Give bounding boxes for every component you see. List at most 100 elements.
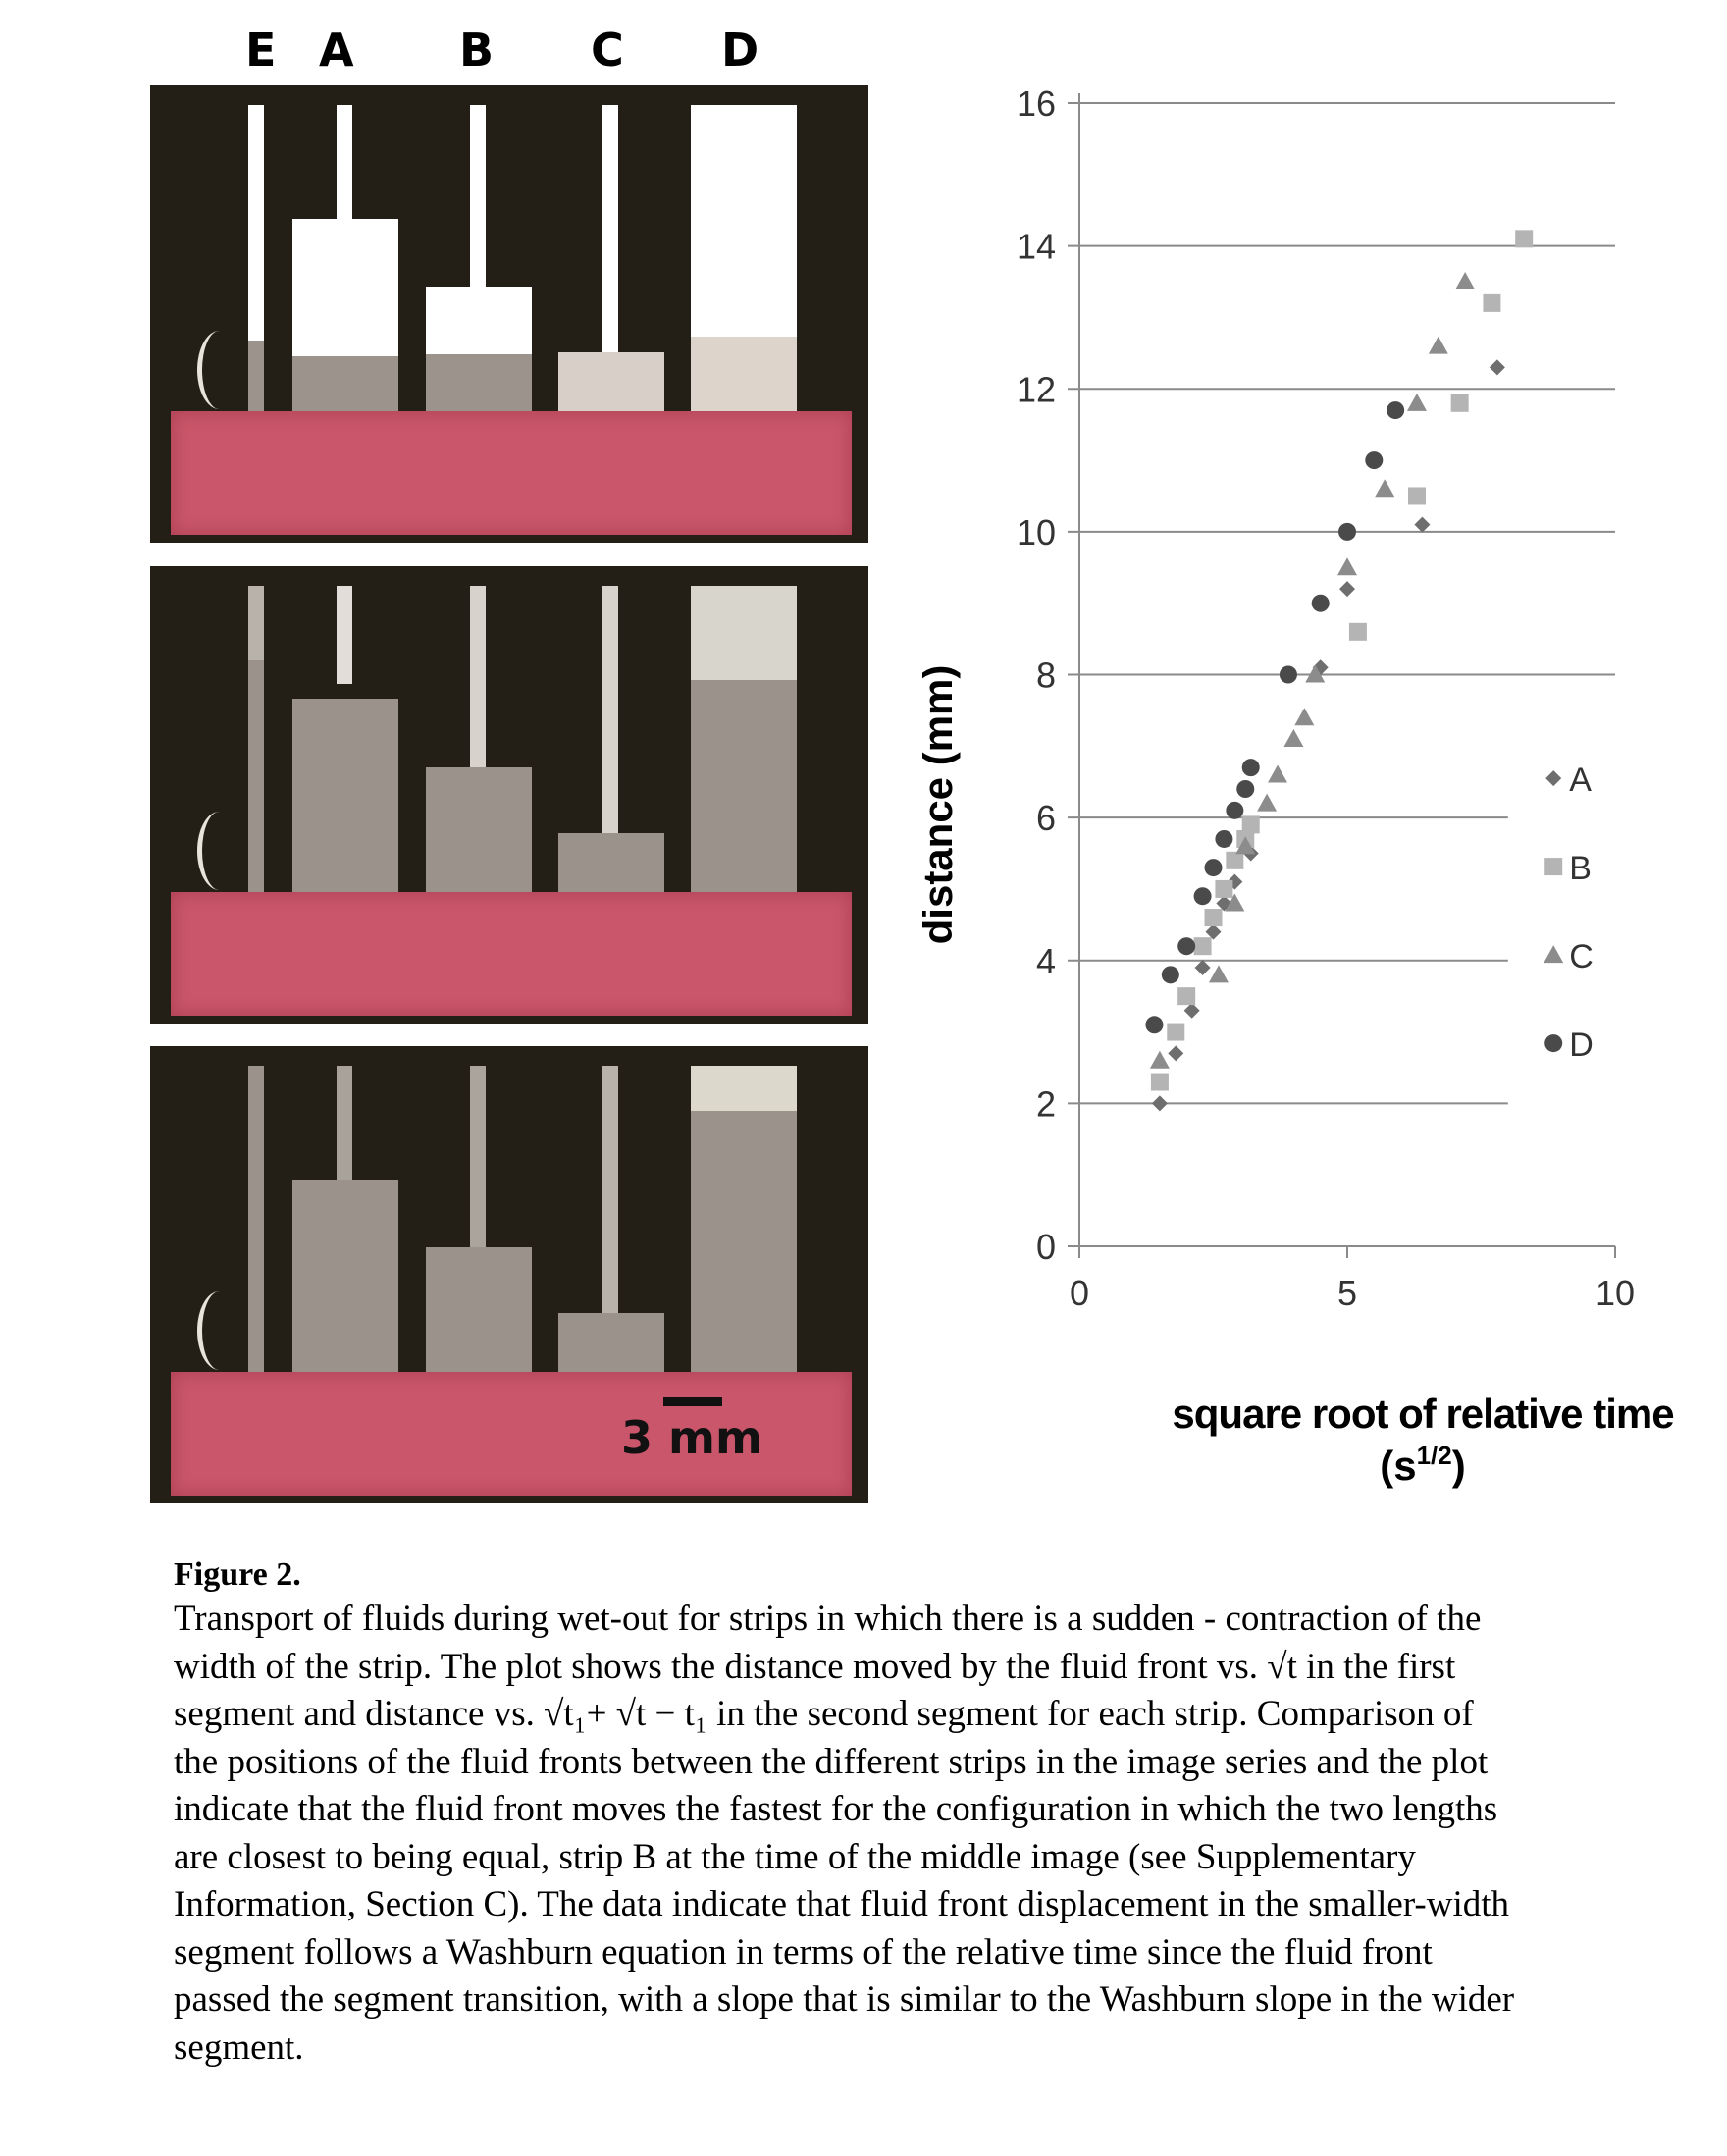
photo-panel-bottom: 3 mm [150, 1046, 868, 1503]
data-point-d [1279, 665, 1297, 684]
strip-label-a: A [319, 24, 354, 77]
data-point-c [1428, 336, 1448, 354]
y-tick-label: 4 [1036, 941, 1056, 981]
data-point-a [1194, 960, 1211, 976]
strip-a [292, 219, 398, 415]
strip-e-edge [197, 812, 241, 890]
strip-e [248, 105, 264, 415]
caption-line: Information, Section C). The data indica… [174, 1884, 1510, 1924]
y-tick-label: 8 [1036, 656, 1056, 696]
y-tick-label: 12 [1017, 369, 1056, 409]
caption-line: segment and distance vs. √t₁+ √t − t₁ in… [174, 1694, 1474, 1734]
data-point-d [1311, 594, 1330, 612]
data-point-a [1205, 923, 1222, 940]
data-point-c [1337, 557, 1357, 576]
x-axis-units-close: ) [1452, 1443, 1466, 1489]
scale-bar-label: 3 mm [621, 1411, 762, 1464]
legend-marker-b [1544, 858, 1563, 876]
data-point-b [1226, 851, 1244, 869]
strip-c [558, 1313, 664, 1376]
data-point-b [1348, 622, 1367, 641]
data-point-b [1450, 394, 1469, 412]
caption-line: indicate that the fluid front moves the … [174, 1789, 1498, 1829]
strip-c-stem [602, 105, 618, 362]
data-point-c [1406, 393, 1427, 411]
x-axis-units: (s1/2) [1380, 1441, 1466, 1489]
data-point-b [1204, 909, 1223, 927]
scatter-chart: 0 2 4 6 8 10 12 14 16 0 5 10 A B C D distance (mm) sq… [922, 83, 1675, 1489]
x-tick-label: 10 [1596, 1273, 1635, 1313]
data-point-c [1268, 764, 1288, 783]
data-point-c [1257, 793, 1278, 812]
data-point-b [1483, 293, 1501, 312]
photo-panel-top [150, 85, 868, 543]
y-tick-label: 6 [1036, 798, 1056, 838]
data-point-c [1208, 965, 1229, 983]
data-point-d [1338, 522, 1356, 541]
data-point-b [1241, 815, 1260, 834]
wick-pad [171, 1372, 852, 1496]
data-point-b [1215, 879, 1233, 898]
data-point-a [1227, 873, 1243, 890]
data-point-a [1489, 359, 1505, 376]
strip-d [691, 105, 797, 415]
x-tick-label: 5 [1337, 1273, 1357, 1313]
legend-marker-c [1544, 945, 1564, 964]
x-tick-label: 0 [1070, 1273, 1089, 1313]
data-point-d [1241, 759, 1260, 777]
legend-label-c: C [1569, 938, 1594, 975]
strip-b [426, 767, 532, 896]
legend-marker-d [1544, 1034, 1563, 1053]
data-point-d [1161, 966, 1179, 984]
strip-d [691, 1066, 797, 1376]
strip-b-stem [470, 105, 486, 301]
x-tick-labels: 0 5 10 [1070, 1273, 1635, 1313]
grid-lines [1079, 102, 1615, 1105]
strip-b [426, 1247, 532, 1376]
caption-line: the positions of the fluid fronts betwee… [174, 1741, 1489, 1782]
figure-caption: Figure 2. Transport of fluids during wet… [174, 1554, 1655, 2072]
legend-marker-a [1545, 770, 1562, 787]
wick-pad [171, 411, 852, 535]
strip-a-stem [337, 1066, 352, 1183]
strip-c-stem [602, 586, 618, 843]
data-points [1145, 230, 1534, 1112]
caption-line: Transport of fluids during wet-out for s… [174, 1599, 1482, 1639]
y-tick-label: 14 [1017, 227, 1056, 267]
data-point-d [1365, 451, 1384, 470]
data-point-b [1167, 1023, 1185, 1041]
data-point-c [1235, 836, 1256, 855]
caption-text: Transport of fluids during wet-out for s… [174, 1596, 1655, 2072]
data-point-c [1455, 272, 1476, 290]
y-axis-label: distance (mm) [922, 665, 961, 945]
data-point-d [1236, 780, 1255, 798]
data-point-c [1225, 893, 1245, 912]
y-tick-label: 0 [1036, 1227, 1056, 1267]
data-point-b [1178, 987, 1196, 1006]
data-point-d [1215, 829, 1233, 848]
data-point-b [1407, 487, 1426, 505]
data-point-c [1283, 729, 1304, 748]
strip-label-b: B [459, 24, 495, 77]
y-tick-label: 2 [1036, 1083, 1056, 1124]
data-point-c [1375, 479, 1395, 498]
data-point-b [1193, 937, 1212, 956]
data-point-d [1204, 859, 1223, 877]
data-point-d [1387, 401, 1405, 420]
data-point-a [1183, 1002, 1200, 1019]
strip-b [426, 287, 532, 415]
x-axis-units-open: (s [1380, 1443, 1416, 1489]
strip-b-stem [470, 1066, 486, 1262]
x-axis-label: square root of relative time [1172, 1391, 1673, 1437]
strip-a [292, 699, 398, 896]
strip-a [292, 1180, 398, 1376]
y-tick-label: 16 [1017, 83, 1056, 124]
caption-title: Figure 2. [174, 1556, 301, 1593]
strip-labels: E A B C D [147, 24, 864, 82]
y-tick-label: 10 [1017, 512, 1056, 552]
wick-pad [171, 892, 852, 1016]
caption-line: segment. [174, 2026, 304, 2068]
strip-c [558, 833, 664, 896]
strip-a-stem [337, 105, 352, 223]
y-tick-labels: 0 2 4 6 8 10 12 14 16 [1017, 83, 1056, 1267]
